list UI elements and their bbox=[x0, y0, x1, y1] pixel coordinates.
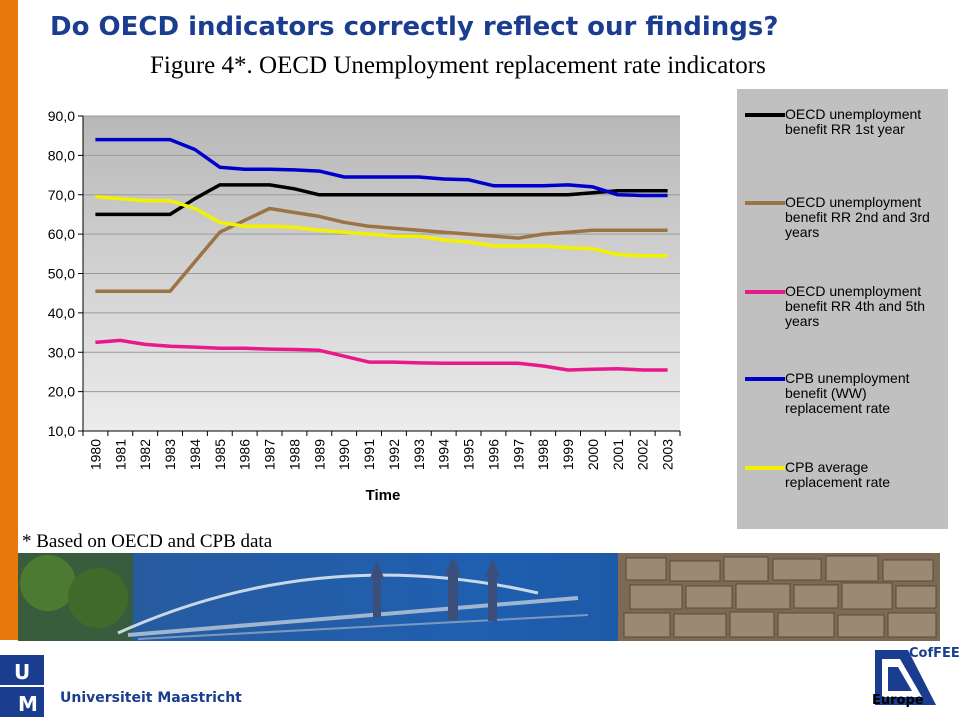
legend-label: OECD unemployment benefit RR 1st year bbox=[785, 106, 922, 137]
university-name: Universiteit Maastricht bbox=[60, 690, 242, 706]
y-tick-label: 70,0 bbox=[48, 187, 75, 203]
x-tick-label: 1989 bbox=[311, 439, 327, 470]
series-line-3 bbox=[95, 137, 668, 198]
x-tick-label: 1991 bbox=[361, 439, 377, 470]
legend-swatch bbox=[745, 201, 785, 205]
y-tick-label: 10,0 bbox=[48, 423, 75, 439]
cofee-logo-subtext: Europe bbox=[872, 693, 924, 708]
accent-bar bbox=[0, 0, 18, 640]
cofee-logo-icon bbox=[875, 650, 936, 705]
line-chart: 10,0 20,0 30,0 40,0 50,0 60,0 70,0 80,0 90,0 198… bbox=[48, 108, 681, 504]
y-tick-label: 30,0 bbox=[48, 344, 75, 360]
x-tick-label: 1993 bbox=[411, 439, 427, 470]
y-tick-label: 90,0 bbox=[48, 108, 75, 124]
x-tick-label: 1981 bbox=[112, 439, 128, 470]
x-tick-label: 1988 bbox=[286, 439, 302, 470]
y-tick-label: 40,0 bbox=[48, 305, 75, 321]
um-logo-letter-u: U bbox=[14, 660, 30, 684]
chart-legend: OECD unemployment benefit RR 1st year OEC… bbox=[737, 89, 948, 529]
x-tick-label: 2000 bbox=[585, 439, 601, 470]
legend-swatch bbox=[745, 466, 785, 470]
x-tick-label: 2002 bbox=[635, 439, 651, 470]
x-tick-label: 2001 bbox=[610, 439, 626, 470]
x-tick-label: 1986 bbox=[237, 439, 253, 470]
bridge-photo-band bbox=[18, 553, 940, 641]
um-logo-icon: U M bbox=[0, 655, 50, 717]
legend-label: CPB average replacement rate bbox=[785, 459, 891, 490]
x-tick-label: 1997 bbox=[510, 439, 526, 470]
chart-title: Figure 4*. OECD Unemployment replacement… bbox=[150, 52, 766, 79]
legend-swatch bbox=[745, 377, 785, 381]
x-tick-label: 2003 bbox=[660, 439, 676, 470]
series-line-0 bbox=[95, 183, 668, 217]
x-tick-label: 1999 bbox=[560, 439, 576, 470]
x-tick-label: 1998 bbox=[535, 439, 551, 470]
x-tick-label: 1983 bbox=[162, 439, 178, 470]
legend-swatch bbox=[745, 113, 785, 117]
x-axis-label: Time bbox=[366, 487, 401, 504]
series-line-2 bbox=[95, 338, 668, 372]
x-tick-label: 1992 bbox=[386, 439, 402, 470]
slide-title: Do OECD indicators correctly reflect our… bbox=[50, 12, 779, 42]
x-tick-label: 1980 bbox=[87, 439, 103, 470]
cofee-logo-text: CofFEE bbox=[909, 646, 960, 661]
x-tick-label: 1982 bbox=[137, 439, 153, 470]
series-line-4 bbox=[95, 194, 668, 258]
footnote: * Based on OECD and CPB data bbox=[22, 531, 273, 552]
x-tick-label: 1996 bbox=[485, 439, 501, 470]
legend-swatch bbox=[745, 290, 785, 294]
um-logo-letter-m: M bbox=[18, 692, 38, 716]
y-tick-label: 80,0 bbox=[48, 147, 75, 163]
y-tick-label: 50,0 bbox=[48, 266, 75, 282]
y-tick-label: 60,0 bbox=[48, 226, 75, 242]
x-tick-label: 1984 bbox=[187, 439, 203, 470]
y-tick-label: 20,0 bbox=[48, 384, 75, 400]
x-tick-label: 1987 bbox=[262, 439, 278, 470]
series-line-1 bbox=[95, 206, 668, 293]
x-tick-label: 1994 bbox=[436, 439, 452, 470]
legend-label: OECD unemployment benefit RR 2nd and 3rd… bbox=[785, 194, 930, 240]
x-tick-label: 1995 bbox=[461, 439, 477, 470]
legend-label: OECD unemployment benefit RR 4th and 5th… bbox=[785, 283, 926, 329]
legend-label: CPB unemployment benefit (WW) replacemen… bbox=[785, 370, 910, 416]
x-tick-label: 1985 bbox=[212, 439, 228, 470]
x-tick-label: 1990 bbox=[336, 439, 352, 470]
